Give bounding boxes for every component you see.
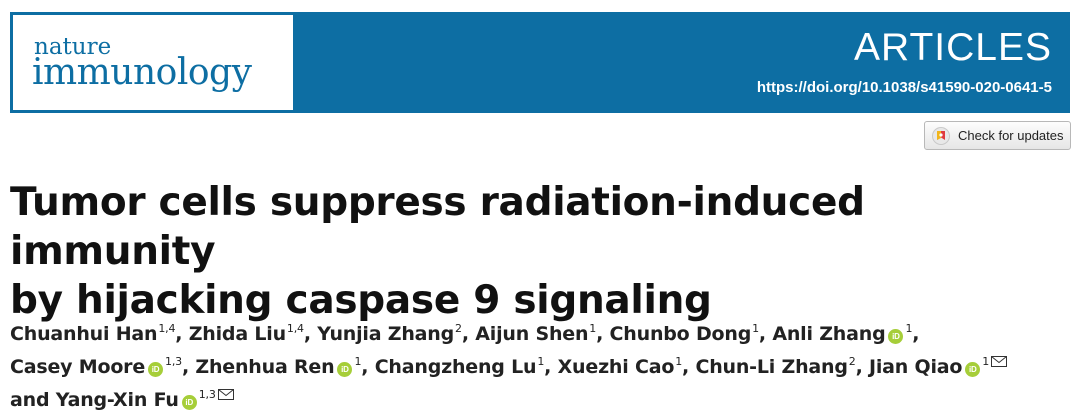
article-title: Tumor cells suppress radiation-induced i… xyxy=(10,178,1070,325)
affiliation-marker: 1 xyxy=(982,355,990,368)
author[interactable]: Chuanhui Han1,4 xyxy=(10,322,176,345)
author[interactable]: Zhida Liu1,4 xyxy=(188,322,304,345)
author-separator: , xyxy=(912,323,920,345)
author-name: Changzheng Lu xyxy=(374,356,537,378)
author-name: Zhenhua Ren xyxy=(195,356,335,378)
author-separator: , xyxy=(461,323,476,345)
author-name: and Yang-Xin Fu xyxy=(10,389,179,411)
affiliation-marker: 1,3 xyxy=(198,388,216,401)
author-separator: , xyxy=(682,356,696,378)
author[interactable]: Xuezhi Cao1 xyxy=(557,355,683,378)
author-name: Chunbo Dong xyxy=(609,323,752,345)
author-list: Chuanhui Han1,4, Zhida Liu1,4, Yunjia Zh… xyxy=(10,319,1070,418)
affiliation-marker: 1 xyxy=(675,355,683,368)
author-separator: , xyxy=(303,323,318,345)
author[interactable]: Jian Qiao iD1 xyxy=(869,355,1008,378)
article-title-line-1: Tumor cells suppress radiation-induced i… xyxy=(10,180,865,274)
author[interactable]: Aijun Shen1 xyxy=(475,322,597,345)
affiliation-marker: 1 xyxy=(905,322,913,335)
author[interactable]: Changzheng Lu1 xyxy=(374,355,545,378)
author-name: Anli Zhang xyxy=(772,323,886,345)
author-name: Yunjia Zhang xyxy=(317,323,455,345)
email-icon[interactable] xyxy=(217,389,234,400)
check-for-updates-label: Check for updates xyxy=(958,128,1064,143)
doi-link[interactable]: https://doi.org/10.1038/s41590-020-0641-… xyxy=(756,79,1052,96)
author[interactable]: and Yang-Xin Fu iD1,3 xyxy=(10,388,234,411)
author-separator: , xyxy=(175,323,189,345)
author-name: Aijun Shen xyxy=(475,323,589,345)
email-icon[interactable] xyxy=(991,356,1008,367)
author-name: Chun-Li Zhang xyxy=(695,356,848,378)
author[interactable]: Zhenhua Ren iD1 xyxy=(195,355,362,378)
author-separator: , xyxy=(544,356,558,378)
orcid-icon[interactable]: iD xyxy=(965,362,981,377)
article-type-label: ARTICLES xyxy=(853,26,1052,69)
orcid-icon[interactable]: iD xyxy=(337,362,353,377)
author-separator: , xyxy=(596,323,610,345)
logo-text-nature: nature xyxy=(34,34,112,60)
affiliation-marker: 1,3 xyxy=(165,355,182,368)
orcid-icon[interactable]: iD xyxy=(888,329,904,344)
affiliation-marker: 1,4 xyxy=(286,322,304,335)
author-name: Casey Moore xyxy=(10,356,146,378)
affiliation-marker: 1 xyxy=(752,322,759,335)
author-separator: , xyxy=(855,356,869,378)
author-name: Xuezhi Cao xyxy=(557,356,675,378)
affiliation-marker: 2 xyxy=(455,322,462,335)
author-separator: , xyxy=(758,323,773,345)
check-for-updates-button[interactable]: Check for updates xyxy=(924,121,1071,150)
article-title-line-2: by hijacking caspase 9 signaling xyxy=(10,278,712,323)
journal-logo[interactable]: nature immunology xyxy=(13,15,293,110)
author[interactable]: Anli Zhang iD1 xyxy=(772,322,913,345)
author-name: Jian Qiao xyxy=(869,356,963,378)
affiliation-marker: 1 xyxy=(589,322,597,335)
author-name: Chuanhui Han xyxy=(10,323,158,345)
orcid-icon[interactable]: iD xyxy=(148,362,164,377)
crossmark-icon xyxy=(932,126,950,145)
affiliation-marker: 2 xyxy=(848,355,856,368)
author-name: Zhida Liu xyxy=(188,323,286,345)
affiliation-marker: 1 xyxy=(537,355,545,368)
affiliation-marker: 1 xyxy=(354,355,362,368)
logo-text-journal: immunology xyxy=(32,52,252,93)
author[interactable]: Casey Moore iD1,3 xyxy=(10,355,182,378)
author[interactable]: Chun-Li Zhang2 xyxy=(695,355,856,378)
author[interactable]: Yunjia Zhang2 xyxy=(317,322,462,345)
affiliation-marker: 1,4 xyxy=(158,322,176,335)
orcid-icon[interactable]: iD xyxy=(181,395,197,410)
journal-header: nature immunology ARTICLES https://doi.o… xyxy=(10,12,1070,113)
author-separator: , xyxy=(181,356,196,378)
author[interactable]: Chunbo Dong1 xyxy=(609,322,760,345)
author-separator: , xyxy=(361,356,375,378)
